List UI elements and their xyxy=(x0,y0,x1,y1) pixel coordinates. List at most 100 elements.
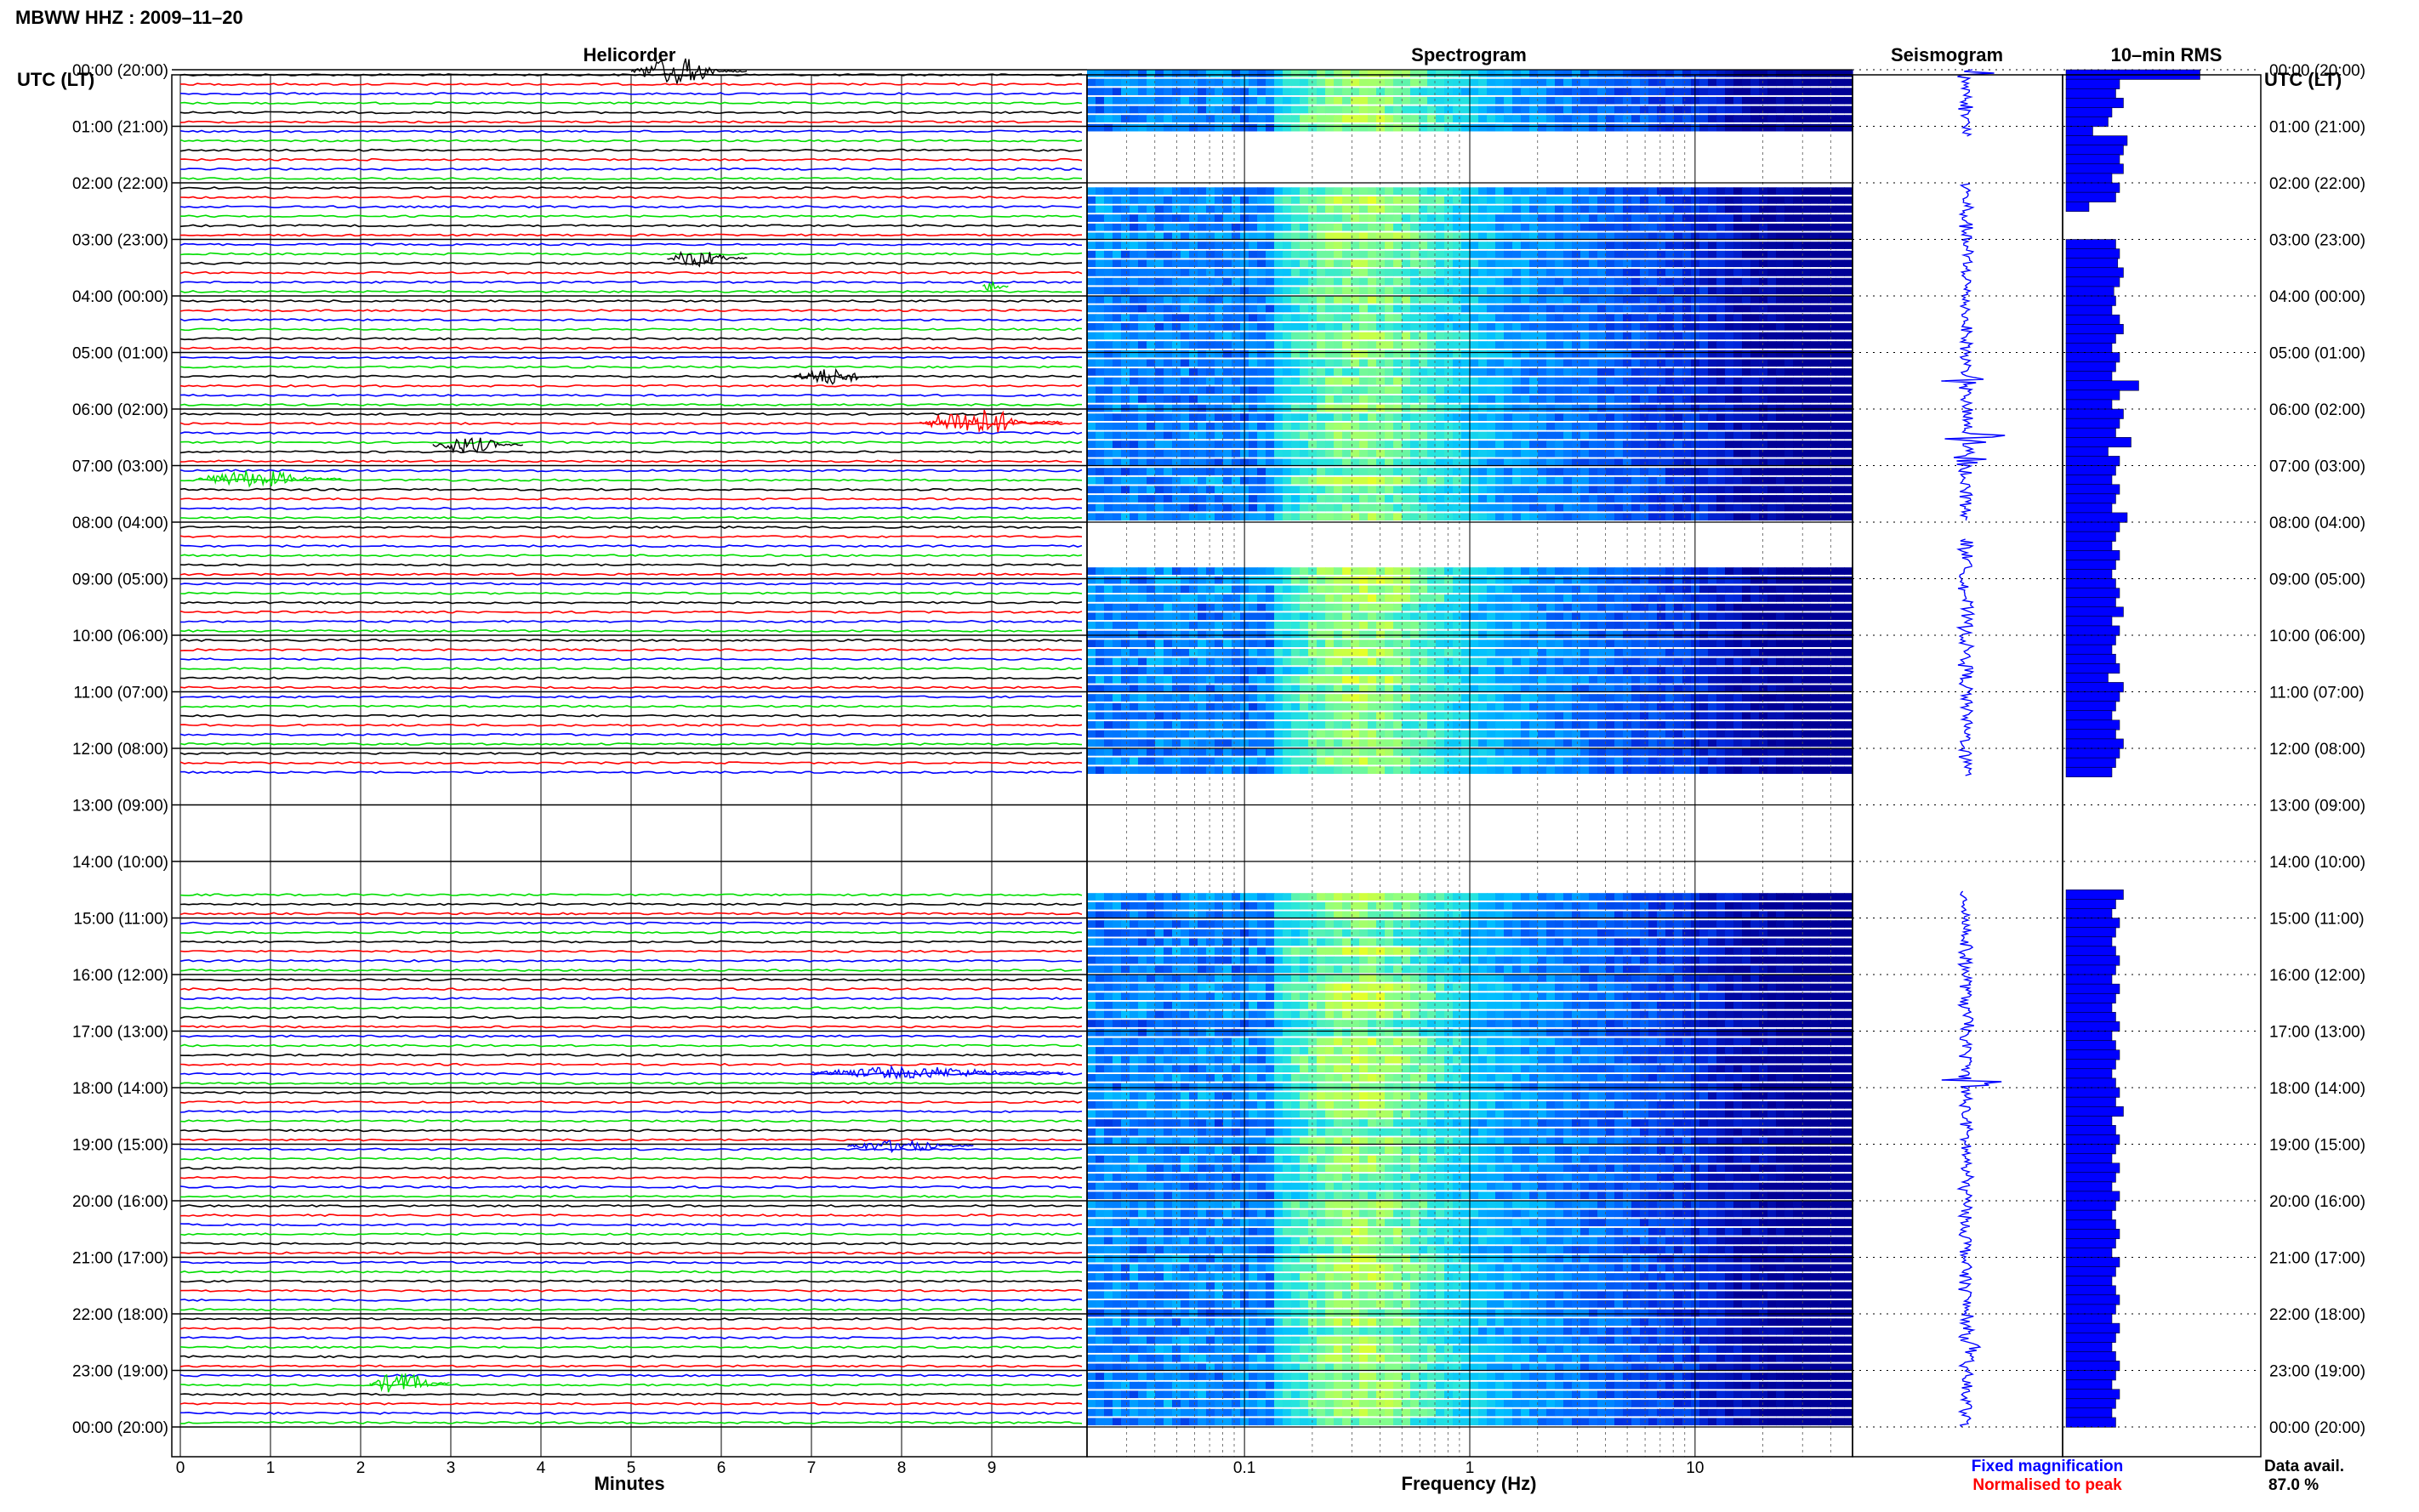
spectrogram-cell xyxy=(1512,458,1522,467)
spectrogram-cell xyxy=(1597,314,1607,321)
spectrogram-cell xyxy=(1308,341,1318,349)
spectrogram-cell xyxy=(1776,513,1785,521)
spectrogram-cell xyxy=(1810,304,1819,313)
spectrogram-cell xyxy=(1325,513,1335,521)
spectrogram-cell xyxy=(1376,350,1386,358)
spectrogram-cell xyxy=(1308,594,1318,602)
helicorder-trace xyxy=(179,129,1083,134)
spectrogram-cell xyxy=(1742,242,1751,249)
spectrogram-cell xyxy=(1478,368,1488,376)
spectrogram-cell xyxy=(1257,612,1266,621)
spectrogram-cell xyxy=(1334,115,1343,122)
spectrogram-cell xyxy=(1291,304,1301,313)
spectrogram-cell xyxy=(1453,423,1462,430)
spectrogram-cell xyxy=(1495,603,1505,611)
spectrogram-cell xyxy=(1189,486,1198,494)
spectrogram-cell xyxy=(1385,259,1394,268)
spectrogram-cell xyxy=(1266,332,1275,340)
spectrogram-cell xyxy=(1470,296,1479,304)
helicorder-event xyxy=(432,437,524,454)
spectrogram-cell xyxy=(1640,350,1649,358)
spectrogram-cell xyxy=(1580,250,1590,259)
spectrogram-cell xyxy=(1470,314,1479,321)
spectrogram-cell xyxy=(1402,250,1411,259)
spectrogram-cell xyxy=(1096,513,1105,521)
spectrogram-cell xyxy=(1436,630,1445,639)
spectrogram-cell xyxy=(1716,332,1726,340)
spectrogram-cell xyxy=(1674,78,1683,87)
spectrogram-cell xyxy=(1351,259,1360,268)
spectrogram-cell xyxy=(1104,603,1113,611)
spectrogram-cell xyxy=(1750,341,1760,349)
spectrogram-cell xyxy=(1495,341,1505,349)
spectrogram-cell xyxy=(1393,269,1403,276)
spectrogram-cell xyxy=(1249,214,1258,222)
spectrogram-cell xyxy=(1665,70,1675,77)
spectrogram-cell xyxy=(1427,423,1437,430)
spectrogram-cell xyxy=(1104,495,1113,503)
spectrogram-cell xyxy=(1657,639,1666,647)
spectrogram-cell xyxy=(1801,332,1811,340)
spectrogram-cell xyxy=(1563,214,1573,222)
spectrogram-cell xyxy=(1317,622,1326,629)
spectrogram-cell xyxy=(1580,486,1590,494)
spectrogram-cell xyxy=(1087,359,1096,367)
spectrogram-cell xyxy=(1810,88,1819,95)
spectrogram-cell xyxy=(1419,196,1428,204)
spectrogram-cell xyxy=(1665,250,1675,259)
spectrogram-cell xyxy=(1640,576,1649,584)
spectrogram-cell xyxy=(1470,386,1479,395)
spectrogram-cell xyxy=(1631,386,1641,395)
spectrogram-cell xyxy=(1113,513,1122,521)
spectrogram-cell xyxy=(1232,423,1241,430)
spectrogram-cell xyxy=(1784,468,1794,475)
spectrogram-cell xyxy=(1376,214,1386,222)
spectrogram-cell xyxy=(1716,449,1726,458)
spectrogram-cell xyxy=(1546,341,1556,349)
spectrogram-cell xyxy=(1572,603,1581,611)
spectrogram-cell xyxy=(1767,322,1777,331)
spectrogram-cell xyxy=(1461,322,1471,331)
spectrogram-cell xyxy=(1801,196,1811,204)
spectrogram-cell xyxy=(1308,304,1318,313)
spectrogram-cell xyxy=(1359,322,1369,331)
spectrogram-cell xyxy=(1682,332,1692,340)
spectrogram-cell xyxy=(1504,341,1513,349)
spectrogram-cell xyxy=(1147,585,1156,594)
spectrogram-cell xyxy=(1300,259,1309,268)
spectrogram-cell xyxy=(1376,630,1386,639)
spectrogram-cell xyxy=(1351,486,1360,494)
spectrogram-cell xyxy=(1096,187,1105,195)
spectrogram-cell xyxy=(1733,232,1743,241)
spectrogram-cell xyxy=(1436,468,1445,475)
spectrogram-cell xyxy=(1674,449,1683,458)
spectrogram-cell xyxy=(1776,576,1785,584)
spectrogram-cell xyxy=(1232,468,1241,475)
spectrogram-cell xyxy=(1274,576,1283,584)
spectrogram-cell xyxy=(1198,585,1207,594)
spectrogram-cell xyxy=(1495,96,1505,105)
spectrogram-cell xyxy=(1538,123,1547,132)
spectrogram-cell xyxy=(1487,350,1496,358)
spectrogram-cell xyxy=(1317,341,1326,349)
spectrogram-cell xyxy=(1283,250,1292,259)
spectrogram-cell xyxy=(1665,639,1675,647)
spectrogram-cell xyxy=(1130,458,1139,467)
spectrogram-cell xyxy=(1836,314,1845,321)
spectrogram-cell xyxy=(1597,476,1607,485)
spectrogram-cell xyxy=(1257,115,1266,122)
spectrogram-cell xyxy=(1844,105,1853,114)
spectrogram-cell xyxy=(1334,214,1343,222)
spectrogram-cell xyxy=(1606,603,1615,611)
spectrogram-cell xyxy=(1206,287,1215,295)
spectrogram-cell xyxy=(1172,612,1181,621)
spectrogram-cell xyxy=(1776,423,1785,430)
spectrogram-cell xyxy=(1113,332,1122,340)
spectrogram-cell xyxy=(1555,386,1564,395)
spectrogram-cell xyxy=(1461,123,1471,132)
spectrogram-cell xyxy=(1844,377,1853,385)
spectrogram-cell xyxy=(1478,594,1488,602)
spectrogram-cell xyxy=(1291,603,1301,611)
spectrogram-cell xyxy=(1087,622,1096,629)
spectrogram-cell xyxy=(1836,70,1845,77)
